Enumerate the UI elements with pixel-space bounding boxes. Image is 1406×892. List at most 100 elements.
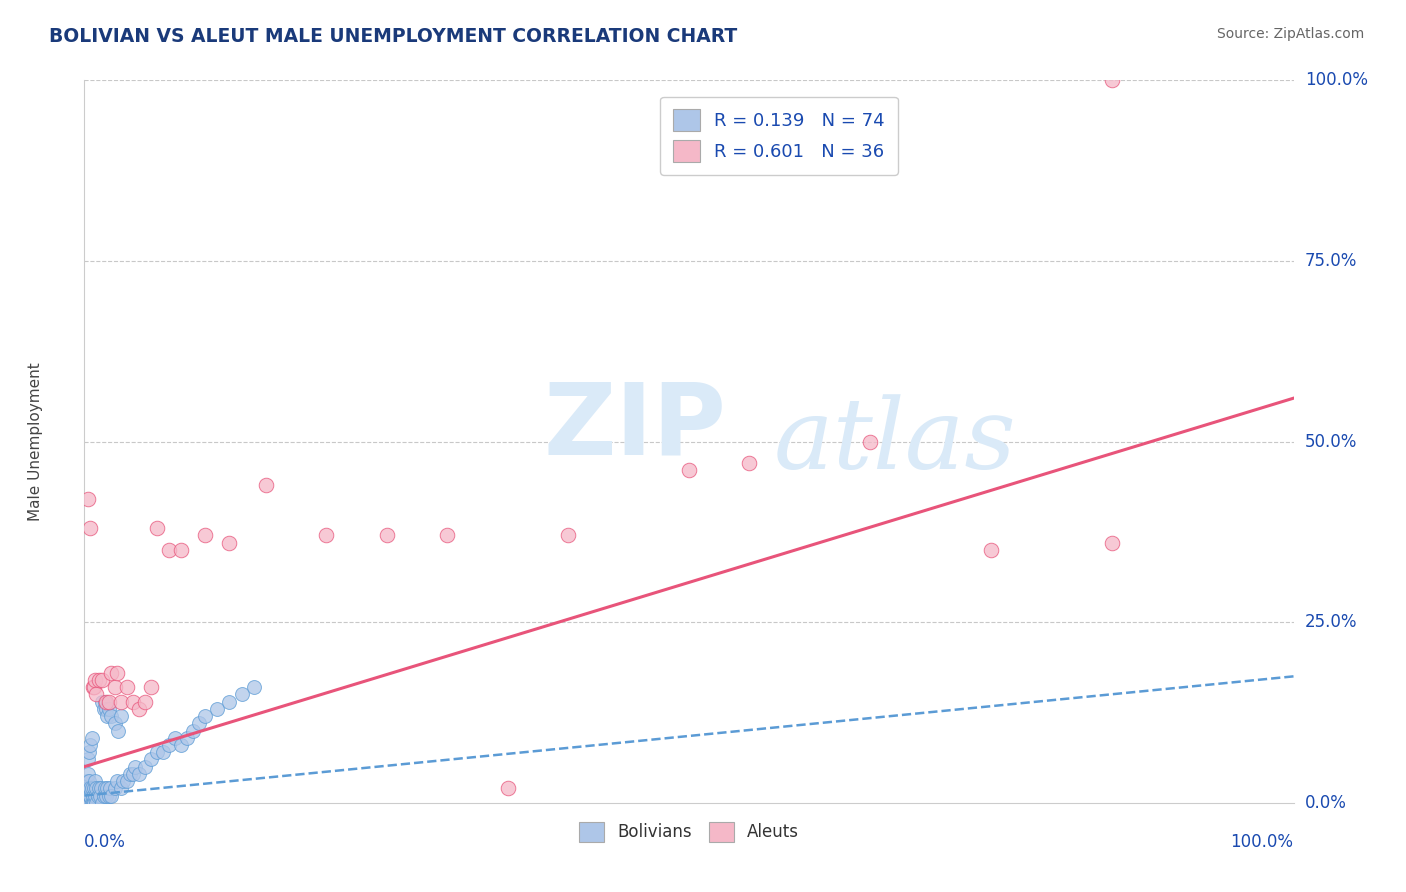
Point bbox=[104, 680, 127, 694]
Point bbox=[139, 680, 162, 694]
Point bbox=[231, 687, 253, 701]
Point bbox=[94, 702, 117, 716]
Point bbox=[77, 796, 100, 810]
Point bbox=[254, 478, 277, 492]
Point bbox=[97, 702, 120, 716]
Point bbox=[1101, 535, 1123, 549]
Text: 0.0%: 0.0% bbox=[1305, 794, 1347, 812]
Point bbox=[98, 781, 121, 796]
Text: atlas: atlas bbox=[773, 394, 1017, 489]
Point bbox=[77, 781, 100, 796]
Point bbox=[170, 738, 193, 752]
Point bbox=[176, 731, 198, 745]
Point bbox=[194, 709, 217, 723]
Point bbox=[94, 781, 117, 796]
Point bbox=[97, 695, 120, 709]
Point bbox=[82, 796, 104, 810]
Point bbox=[84, 673, 107, 687]
Point bbox=[107, 723, 129, 738]
Point bbox=[188, 716, 211, 731]
Text: Source: ZipAtlas.com: Source: ZipAtlas.com bbox=[1216, 27, 1364, 41]
Point bbox=[83, 796, 105, 810]
Point bbox=[76, 774, 98, 789]
Point bbox=[94, 695, 117, 709]
Point bbox=[91, 796, 114, 810]
Point bbox=[80, 731, 103, 745]
Point bbox=[115, 680, 138, 694]
Point bbox=[79, 789, 101, 803]
Text: Male Unemployment: Male Unemployment bbox=[28, 362, 44, 521]
Point bbox=[96, 781, 118, 796]
Point bbox=[436, 528, 458, 542]
Point bbox=[104, 781, 127, 796]
Point bbox=[165, 731, 187, 745]
Point bbox=[115, 774, 138, 789]
Point bbox=[89, 789, 111, 803]
Point bbox=[77, 767, 100, 781]
Point bbox=[94, 695, 117, 709]
Point bbox=[87, 673, 110, 687]
Point bbox=[218, 535, 240, 549]
Point bbox=[181, 723, 204, 738]
Point bbox=[170, 542, 193, 557]
Point bbox=[218, 695, 240, 709]
Point bbox=[121, 695, 143, 709]
Point bbox=[557, 528, 579, 542]
Point bbox=[105, 774, 128, 789]
Point bbox=[134, 760, 156, 774]
Legend: Bolivians, Aleuts: Bolivians, Aleuts bbox=[572, 815, 806, 848]
Point bbox=[1101, 73, 1123, 87]
Point bbox=[80, 796, 103, 810]
Point bbox=[86, 687, 108, 701]
Point bbox=[120, 767, 142, 781]
Point bbox=[124, 760, 146, 774]
Point bbox=[86, 789, 108, 803]
Point bbox=[82, 789, 104, 803]
Point bbox=[83, 680, 105, 694]
Point bbox=[93, 789, 115, 803]
Point bbox=[139, 752, 162, 766]
Point bbox=[79, 796, 101, 810]
Point bbox=[110, 695, 132, 709]
Point bbox=[77, 745, 100, 759]
Point bbox=[94, 789, 117, 803]
Text: 0.0%: 0.0% bbox=[84, 833, 127, 851]
Point bbox=[152, 745, 174, 759]
Point bbox=[77, 789, 100, 803]
Point bbox=[84, 774, 107, 789]
Point bbox=[84, 789, 107, 803]
Point bbox=[121, 767, 143, 781]
Point bbox=[75, 796, 97, 810]
Point bbox=[207, 702, 229, 716]
Point bbox=[77, 752, 100, 766]
Point bbox=[79, 521, 101, 535]
Point bbox=[678, 463, 700, 477]
Point bbox=[100, 789, 122, 803]
Point bbox=[83, 781, 105, 796]
Point bbox=[87, 781, 110, 796]
Text: 25.0%: 25.0% bbox=[1305, 613, 1357, 632]
Point bbox=[91, 673, 114, 687]
Point bbox=[157, 542, 180, 557]
Point bbox=[79, 781, 101, 796]
Point bbox=[75, 781, 97, 796]
Point bbox=[82, 680, 104, 694]
Point bbox=[194, 528, 217, 542]
Point bbox=[112, 774, 135, 789]
Point bbox=[91, 695, 114, 709]
Point bbox=[77, 492, 100, 507]
Point bbox=[134, 695, 156, 709]
Point bbox=[77, 774, 100, 789]
Text: 100.0%: 100.0% bbox=[1305, 71, 1368, 89]
Point bbox=[97, 789, 120, 803]
Point bbox=[859, 434, 882, 449]
Point bbox=[80, 781, 103, 796]
Point bbox=[146, 521, 169, 535]
Point bbox=[96, 709, 118, 723]
Point bbox=[242, 680, 264, 694]
Point bbox=[110, 709, 132, 723]
Point bbox=[105, 665, 128, 680]
Point bbox=[128, 767, 150, 781]
Point bbox=[76, 789, 98, 803]
Point bbox=[86, 796, 108, 810]
